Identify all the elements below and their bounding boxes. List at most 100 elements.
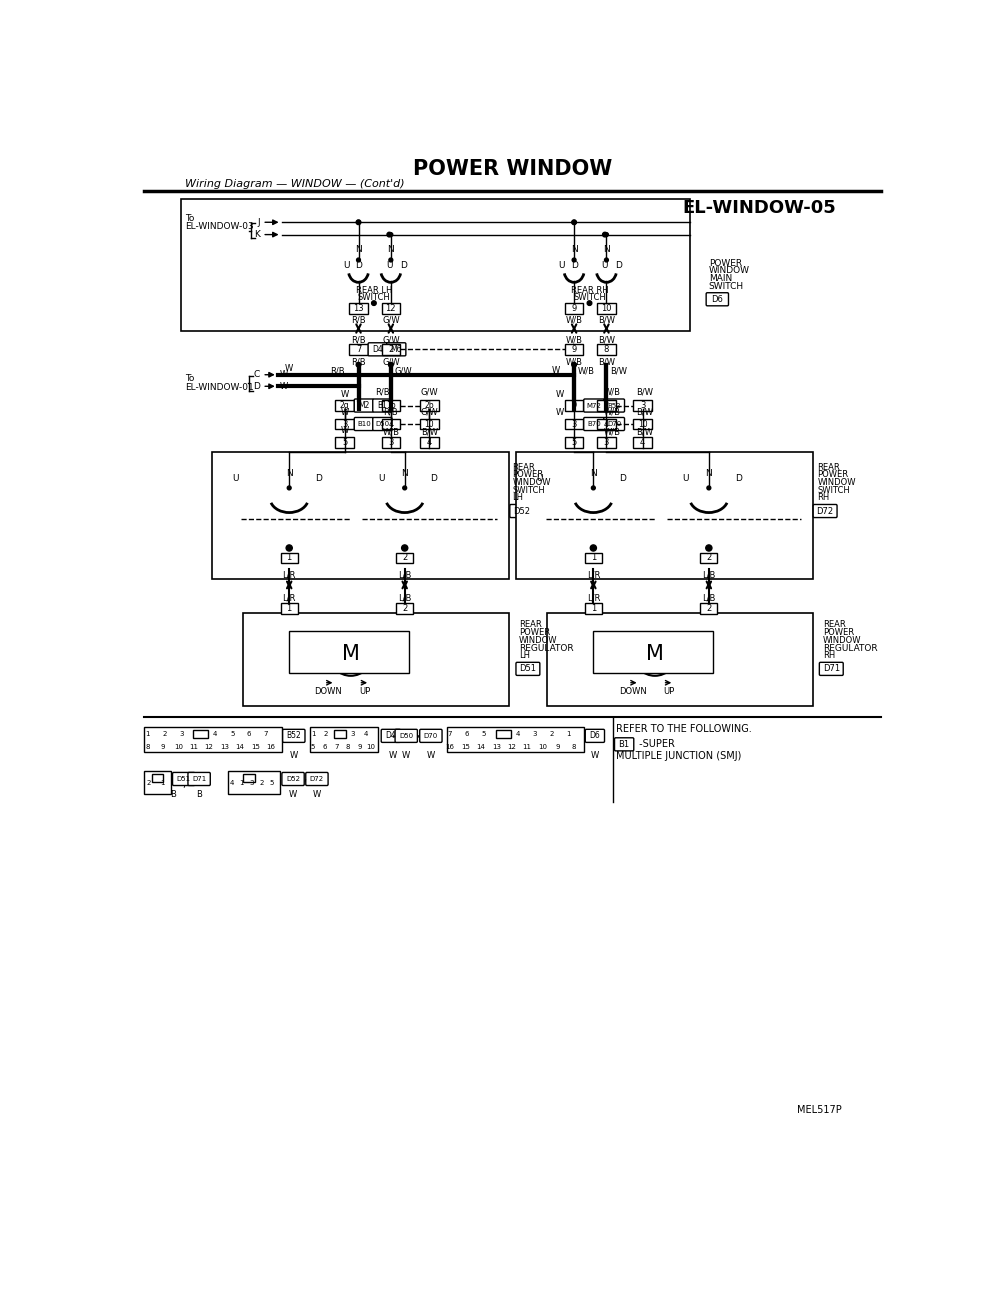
Bar — [585, 553, 602, 563]
Text: REAR: REAR — [519, 621, 541, 629]
Bar — [152, 774, 163, 782]
Text: 9: 9 — [571, 304, 577, 313]
Text: 11: 11 — [189, 744, 198, 749]
FancyBboxPatch shape — [706, 292, 728, 305]
Text: W: W — [289, 789, 297, 798]
Text: 1: 1 — [311, 731, 315, 738]
Text: 3: 3 — [604, 437, 609, 446]
Text: 5: 5 — [342, 437, 347, 446]
Text: D51: D51 — [177, 776, 191, 782]
Bar — [382, 437, 400, 448]
Text: W: W — [280, 370, 288, 379]
Text: 7: 7 — [448, 731, 452, 738]
Text: 12: 12 — [205, 744, 214, 749]
Text: POWER: POWER — [817, 470, 849, 479]
Text: UP: UP — [663, 687, 674, 696]
Text: W: W — [290, 752, 298, 761]
Text: L/B: L/B — [398, 571, 411, 580]
Text: 1b: 1b — [386, 401, 396, 410]
Text: B52: B52 — [607, 402, 621, 409]
Bar — [633, 419, 652, 430]
Text: R/B: R/B — [351, 335, 366, 344]
Text: 6: 6 — [465, 731, 469, 738]
Text: D: D — [315, 474, 322, 483]
Text: DOWN: DOWN — [315, 687, 342, 696]
Circle shape — [389, 362, 393, 367]
Text: R/B: R/B — [351, 316, 366, 325]
Text: 15: 15 — [251, 744, 260, 749]
FancyBboxPatch shape — [584, 399, 605, 411]
Text: B/W: B/W — [636, 408, 653, 417]
Bar — [633, 437, 652, 448]
Bar — [420, 400, 439, 411]
Text: 6: 6 — [322, 744, 327, 749]
Text: MEL517P: MEL517P — [797, 1105, 842, 1115]
Text: U: U — [232, 474, 239, 483]
FancyBboxPatch shape — [510, 505, 534, 518]
Text: B: B — [170, 789, 176, 798]
Text: 16: 16 — [446, 744, 455, 749]
Bar — [144, 727, 282, 752]
Text: W/B: W/B — [604, 408, 621, 417]
Text: B/W: B/W — [421, 428, 438, 437]
Text: EL-WINDOW-01: EL-WINDOW-01 — [185, 383, 254, 392]
Circle shape — [402, 545, 408, 551]
Text: 13: 13 — [353, 304, 364, 313]
Text: 2: 2 — [706, 554, 711, 563]
Text: 7: 7 — [264, 731, 268, 738]
Text: 2: 2 — [324, 731, 328, 738]
FancyBboxPatch shape — [173, 773, 195, 785]
FancyBboxPatch shape — [585, 730, 605, 743]
Text: W: W — [285, 364, 293, 373]
Circle shape — [403, 487, 407, 490]
Text: 3: 3 — [388, 437, 394, 446]
Text: 15: 15 — [461, 744, 470, 749]
Text: REAR: REAR — [823, 621, 846, 629]
Text: ,: , — [182, 779, 185, 789]
Text: R/B: R/B — [384, 408, 398, 417]
FancyBboxPatch shape — [584, 418, 605, 431]
Text: 2: 2 — [162, 731, 167, 738]
Text: ,: , — [391, 730, 394, 739]
Text: 10: 10 — [638, 419, 647, 428]
Circle shape — [372, 300, 376, 305]
Text: 3: 3 — [571, 419, 577, 428]
Circle shape — [329, 633, 372, 675]
Bar — [193, 731, 208, 738]
Text: N: N — [705, 468, 712, 477]
Text: D: D — [400, 261, 407, 270]
Circle shape — [605, 233, 608, 237]
Circle shape — [356, 220, 361, 225]
Circle shape — [387, 233, 392, 237]
Text: LH: LH — [512, 493, 524, 502]
Text: W: W — [591, 752, 599, 761]
Bar — [396, 553, 413, 563]
Text: G/W: G/W — [382, 316, 400, 325]
Text: REAR LH: REAR LH — [356, 286, 392, 295]
Text: W: W — [402, 752, 410, 761]
Text: POWER: POWER — [709, 259, 742, 268]
Text: MAIN: MAIN — [709, 274, 732, 283]
Text: 5: 5 — [571, 437, 577, 446]
Text: B/W: B/W — [636, 388, 653, 397]
Text: 3: 3 — [533, 731, 537, 738]
Text: REAR: REAR — [817, 463, 840, 471]
Text: B10: B10 — [357, 421, 371, 427]
Text: W: W — [552, 366, 560, 375]
Bar — [585, 603, 602, 615]
Text: EL-WINDOW-03: EL-WINDOW-03 — [185, 223, 254, 232]
Text: U: U — [558, 261, 564, 270]
Circle shape — [356, 362, 361, 367]
Text: 2: 2 — [388, 344, 393, 353]
Text: B/W: B/W — [598, 357, 615, 366]
Text: D6: D6 — [711, 295, 723, 304]
Text: 1: 1 — [287, 604, 292, 613]
FancyBboxPatch shape — [395, 730, 417, 743]
Bar — [547, 613, 813, 705]
Text: To: To — [185, 374, 195, 383]
Bar — [212, 452, 509, 578]
Text: SWITCH: SWITCH — [709, 282, 744, 291]
Text: N: N — [590, 468, 597, 477]
Bar — [565, 400, 583, 411]
Text: D: D — [735, 474, 742, 483]
